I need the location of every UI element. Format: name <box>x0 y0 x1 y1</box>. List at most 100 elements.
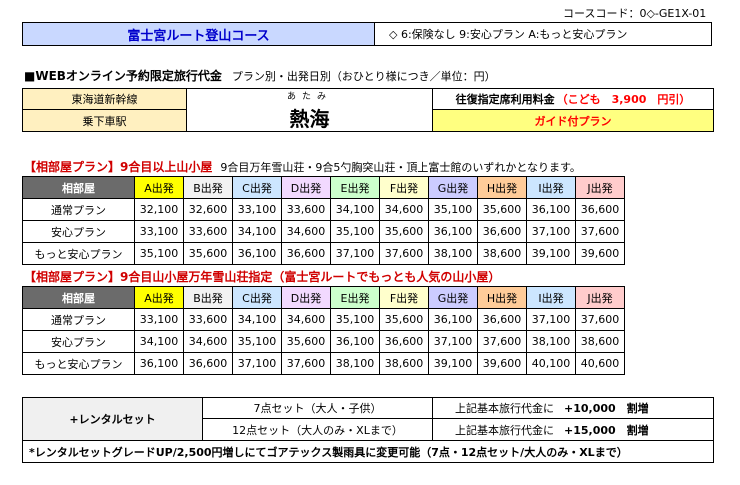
price-cell: 37,100 <box>232 352 282 375</box>
table-row: もっと安心プラン 35,100 35,600 36,100 36,600 37,100 37… <box>22 242 625 265</box>
fare-table-plan2: 相部屋 A出発 B出発 C出発 D出発 E出発 F出発 G出発 H出発 I出発 J出発 通常プラン 33… <box>22 286 625 375</box>
price-cell: 34,600 <box>183 330 233 353</box>
round-trip-fare: 往復指定席利用料金 （こども 3,900 円引） <box>433 89 713 110</box>
price-cell: 36,600 <box>477 220 527 243</box>
section-heading: ■WEBオンライン予約限定旅行代金 プラン別・出発日別（おひとり様につき／単位：円… <box>24 67 496 84</box>
price-prefix: 上記基本旅行代金に <box>455 423 554 437</box>
plan1-title: 【相部屋プラン】9合目以上山小屋 <box>24 160 213 174</box>
table-row: 安心プラン 34,100 34,600 35,100 35,600 36,100 36,60… <box>22 330 625 353</box>
price-cell: 32,600 <box>183 198 233 221</box>
price-cell: 35,100 <box>330 220 380 243</box>
plan-label: 通常プラン <box>22 198 135 221</box>
price-cell: 37,600 <box>281 352 331 375</box>
departure-column-header: I出発 <box>526 176 576 199</box>
departure-column-header: H出発 <box>477 176 527 199</box>
plan-label: 通常プラン <box>22 308 135 331</box>
price-cell: 37,100 <box>526 308 576 331</box>
departure-column-header: J出発 <box>575 286 625 309</box>
price-amount: +10,000 割増 <box>564 402 649 415</box>
course-code: コースコード：0◇-GE1X-01 <box>563 7 707 20</box>
price-cell: 36,100 <box>526 198 576 221</box>
price-cell: 37,600 <box>477 330 527 353</box>
departure-column-header: A出発 <box>134 286 184 309</box>
price-cell: 35,100 <box>428 198 478 221</box>
price-cell: 36,600 <box>183 352 233 375</box>
price-cell: 38,100 <box>330 352 380 375</box>
price-cell: 33,100 <box>134 220 184 243</box>
price-cell: 37,600 <box>575 308 625 331</box>
price-cell: 37,600 <box>379 242 429 265</box>
plan2-heading: 【相部屋プラン】9合目山小屋万年雪山荘指定（富士宮ルートでもっとも人気の山小屋） <box>24 268 500 285</box>
plan-label: もっと安心プラン <box>22 242 135 265</box>
row-header-label: 相部屋 <box>22 176 135 199</box>
table-row: 通常プラン 32,100 32,600 33,100 33,600 34,100 34,60… <box>22 198 625 221</box>
table-row: もっと安心プラン 36,100 36,600 37,100 37,600 38,100 38… <box>22 352 625 375</box>
plan1-note: 9合目万年雪山荘・9合5勺胸突山荘・頂上富士館のいずれかとなります。 <box>220 161 581 174</box>
course-title-bar: 富士宮ルート登山コース ◇ 6:保険なし 9:安心プラン A:もっと安心プラン <box>22 22 712 46</box>
price-cell: 36,100 <box>134 352 184 375</box>
price-prefix: 上記基本旅行代金に <box>455 402 554 415</box>
course-title: 富士宮ルート登山コース <box>23 23 375 45</box>
station-reading: あたみ <box>286 91 332 102</box>
departure-column-header: F出発 <box>379 286 429 309</box>
departure-column-header: D出発 <box>281 286 331 309</box>
departure-column-header: J出発 <box>575 176 625 199</box>
departure-column-header: H出発 <box>477 286 527 309</box>
price-cell: 35,600 <box>379 308 429 331</box>
price-cell: 35,600 <box>477 198 527 221</box>
station-cell: あたみ 熱海 <box>187 89 433 131</box>
price-cell: 40,100 <box>526 352 576 375</box>
departure-column-header: I出発 <box>526 286 576 309</box>
price-cell: 34,600 <box>281 220 331 243</box>
departure-column-header: C出発 <box>232 286 282 309</box>
departure-column-header: G出発 <box>428 286 478 309</box>
departure-column-header: E出発 <box>330 176 380 199</box>
price-cell: 34,100 <box>134 330 184 353</box>
station-name: 熱海 <box>289 106 330 131</box>
price-cell: 34,600 <box>281 308 331 331</box>
price-cell: 38,100 <box>428 242 478 265</box>
departure-column-header: A出発 <box>134 176 184 199</box>
fare-label: 往復指定席利用料金 <box>455 93 555 106</box>
price-cell: 36,100 <box>232 242 282 265</box>
rental-title: +レンタルセット <box>23 398 203 441</box>
price-cell: 35,600 <box>183 242 233 265</box>
insurance-legend: ◇ 6:保険なし 9:安心プラン A:もっと安心プラン <box>389 28 628 41</box>
departure-column-header: B出発 <box>183 176 233 199</box>
section-title: ■WEBオンライン予約限定旅行代金 <box>24 69 222 83</box>
departure-column-header: B出発 <box>183 286 233 309</box>
price-amount: +15,000 割増 <box>564 423 649 437</box>
price-cell: 34,100 <box>232 308 282 331</box>
rental-upgrade-note: *レンタルセットグレードUP/2,500円増しにてゴアテックス製雨具に変更可能（… <box>29 445 628 459</box>
price-cell: 36,100 <box>428 308 478 331</box>
price-cell: 34,100 <box>232 220 282 243</box>
plan-label: もっと安心プラン <box>22 352 135 375</box>
price-cell: 34,100 <box>330 198 380 221</box>
plan2-title: 【相部屋プラン】9合目山小屋万年雪山荘指定（富士宮ルートでもっとも人気の山小屋） <box>24 270 501 284</box>
table-header-row: 相部屋 A出発 B出発 C出発 D出発 E出発 F出発 G出発 H出発 I出発 J出発 <box>22 286 625 309</box>
station-label: 乗下車駅 <box>23 110 187 131</box>
price-cell: 37,600 <box>575 220 625 243</box>
price-cell: 39,600 <box>575 242 625 265</box>
price-cell: 40,600 <box>575 352 625 375</box>
price-cell: 33,100 <box>232 198 282 221</box>
rental-price-7: 上記基本旅行代金に +10,000 割増 <box>433 398 713 419</box>
departure-column-header: C出発 <box>232 176 282 199</box>
price-cell: 35,100 <box>134 242 184 265</box>
price-cell: 32,100 <box>134 198 184 221</box>
price-cell: 36,600 <box>379 330 429 353</box>
departure-column-header: D出発 <box>281 176 331 199</box>
plan1-heading: 【相部屋プラン】9合目以上山小屋 9合目万年雪山荘・9合5勺胸突山荘・頂上富士館の… <box>24 158 581 175</box>
price-cell: 36,600 <box>477 308 527 331</box>
guide-plan: ガイド付プラン <box>433 110 713 131</box>
price-cell: 33,600 <box>183 220 233 243</box>
price-cell: 36,600 <box>281 242 331 265</box>
price-cell: 37,100 <box>330 242 380 265</box>
fare-table-plan1: 相部屋 A出発 B出発 C出発 D出発 E出発 F出発 G出発 H出発 I出発 J出発 通常プラン 32… <box>22 176 625 265</box>
train-line: 東海道新幹線 <box>23 89 187 110</box>
price-cell: 37,100 <box>428 330 478 353</box>
price-cell: 33,600 <box>281 198 331 221</box>
table-row: 通常プラン 33,100 33,600 34,100 34,600 35,100 35,60… <box>22 308 625 331</box>
price-cell: 38,600 <box>575 330 625 353</box>
plan-label: 安心プラン <box>22 220 135 243</box>
